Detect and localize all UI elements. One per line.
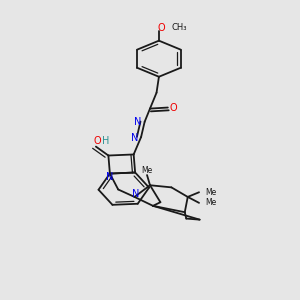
Text: O: O <box>94 136 101 146</box>
Text: H: H <box>102 136 109 146</box>
Text: Me: Me <box>141 166 153 175</box>
Text: N: N <box>134 117 142 127</box>
Text: CH₃: CH₃ <box>172 23 187 32</box>
Text: O: O <box>157 22 165 32</box>
Text: N: N <box>131 133 138 143</box>
Text: N: N <box>106 172 114 182</box>
Text: Me: Me <box>206 188 217 197</box>
Text: Me: Me <box>206 198 217 207</box>
Text: N: N <box>132 189 140 200</box>
Text: O: O <box>170 103 178 112</box>
